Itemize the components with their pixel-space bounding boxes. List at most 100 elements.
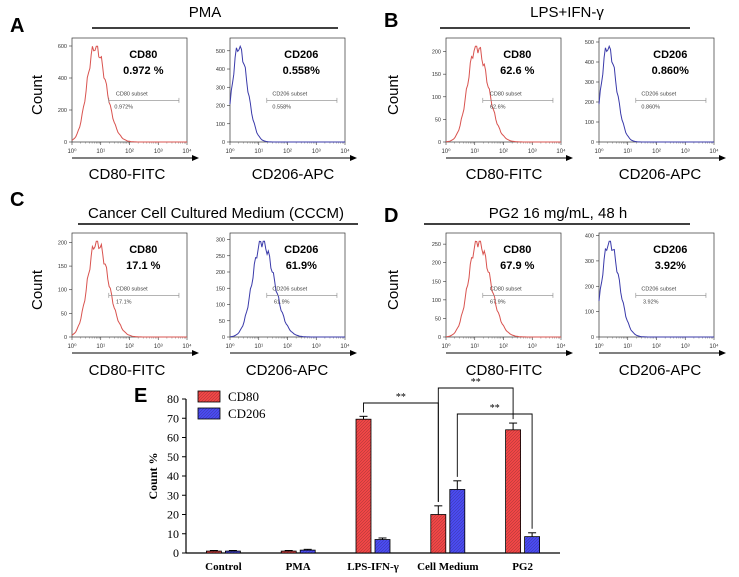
histogram-curve [71,45,187,143]
x-tick-label: 10³ [528,149,537,155]
legend-label: CD80 [228,389,259,404]
y-tick-label: 100 [432,95,441,101]
x-tick-label: 10⁴ [556,343,566,350]
y-tick-label: 500 [216,49,225,55]
x-tick-label: 10² [283,149,292,155]
percent-label: 62.6 % [500,65,534,77]
x-tick-label: 10⁴ [340,343,350,350]
significance-bracket [456,413,533,529]
marker-label: CD80 [503,244,531,256]
x-tick-label: 10⁰ [441,343,451,350]
panel-letter: B [384,10,398,32]
x-tick-label: 10⁰ [67,343,77,350]
histogram-curve [229,240,345,338]
y-tick-label: 100 [585,120,594,126]
channel-label: CD80-FITC [466,362,543,379]
y-tick-label: 50 [219,319,225,325]
y-tick-label: 60 [167,431,179,445]
y-tick-label: 150 [58,264,67,270]
gate-name: CD80 subset [116,91,148,97]
y-tick-label: 250 [432,242,441,248]
count-axis-label: Count [29,74,46,115]
y-tick-label: 400 [585,60,594,66]
y-tick-label: 50 [61,311,67,317]
y-tick-label: 200 [58,108,67,114]
percent-label: 0.558% [283,65,321,77]
channel-axis-arrow [566,155,573,161]
bar-cd80-1 [280,550,297,554]
histogram-cd206: 0 50 100 150 200 250 300 10⁰ 10¹ 10² 10³ 10⁴ CD206-A… [216,232,357,379]
y-tick-label: 300 [585,80,594,86]
gate-name: CD206 subset [272,91,307,97]
channel-label: CD206-APC [246,362,329,379]
x-tick-label: 10² [283,344,292,350]
y-tick-label: 400 [58,76,67,82]
x-tick-label: 10⁰ [441,148,451,155]
x-tick-label: 10³ [681,344,690,350]
histogram-curve [71,240,187,338]
y-tick-label: 0 [64,335,67,341]
y-tick-label: 500 [585,40,594,46]
percent-label: 0.860% [652,65,690,77]
x-tick-label: 10⁰ [594,148,604,155]
percent-label: 61.9% [286,260,317,272]
channel-label: CD80-FITC [89,362,166,379]
gate-value: 0.558% [272,104,291,110]
significance-label: ** [471,377,481,388]
histogram-curve [229,44,345,143]
x-tick-label: 10³ [528,344,537,350]
y-tick-label: 70 [167,411,179,425]
x-tick-label: 10⁴ [556,148,566,155]
histogram-cd206: 0 100 200 300 400 10⁰ 10¹ 10² 10³ 10⁴ CD206-APC CD2… [585,232,726,379]
x-tick-label: 10¹ [96,344,105,350]
channel-axis-arrow [350,155,357,161]
y-tick-label: 0 [64,140,67,146]
x-tick-label: 10⁴ [709,343,719,350]
x-tick-label: 10⁴ [709,148,719,155]
y-tick-label: 0 [591,140,594,146]
y-tick-label: 150 [432,72,441,78]
histogram-curve [598,240,714,338]
significance-bracket [363,402,439,502]
category-label: PMA [286,561,311,573]
y-tick-label: 400 [585,234,594,240]
y-tick-label: 200 [432,261,441,267]
y-tick-label: 300 [216,238,225,244]
gate-name: CD80 subset [490,286,522,292]
gate-name: CD206 subset [641,91,676,97]
gate-name: CD206 subset [641,286,676,292]
y-tick-label: 100 [216,303,225,309]
histogram-cd80: 0 50 100 150 200 250 10⁰ 10¹ 10² 10³ 10⁴ CD80-FITC C… [432,232,573,379]
histogram-cd80: 0 50 100 150 200 10⁰ 10¹ 10² 10³ 10⁴ CD80-FITC CD80… [58,232,199,379]
condition-title: PMA [189,4,222,21]
gate-name: CD206 subset [272,286,307,292]
channel-label: CD206-APC [619,166,702,183]
percent-label: 67.9 % [500,260,534,272]
significance-label: ** [396,392,406,403]
y-tick-label: 400 [216,67,225,73]
histogram-cd206: 0 100 200 300 400 500 10⁰ 10¹ 10² 10³ 10⁴ CD206-APC… [216,37,357,183]
y-tick-label: 50 [435,117,441,123]
x-tick-label: 10¹ [96,149,105,155]
x-tick-label: 10¹ [623,149,632,155]
panel-b: B LPS+IFN-γ Count 0 50 100 150 200 10⁰ 10¹ 10² 10³ 1… [384,4,726,183]
bar-cd80-4 [505,429,522,554]
y-tick-label: 0 [222,140,225,146]
category-label: Control [205,561,241,573]
y-tick-label: 100 [216,122,225,128]
count-axis-label: Count [385,74,402,115]
bar-cd206-2 [374,539,391,554]
marker-label: CD206 [284,49,318,61]
marker-label: CD206 [653,244,687,256]
y-tick-label: 20 [167,508,179,522]
panel-letter: A [10,15,24,37]
x-tick-label: 10³ [312,344,321,350]
y-tick-label: 200 [585,100,594,106]
y-tick-label: 300 [216,85,225,91]
channel-axis-arrow [719,155,726,161]
x-tick-label: 10⁰ [225,148,235,155]
x-tick-label: 10¹ [254,149,263,155]
x-tick-label: 10² [125,344,134,350]
bar-cd206-1 [299,549,316,554]
